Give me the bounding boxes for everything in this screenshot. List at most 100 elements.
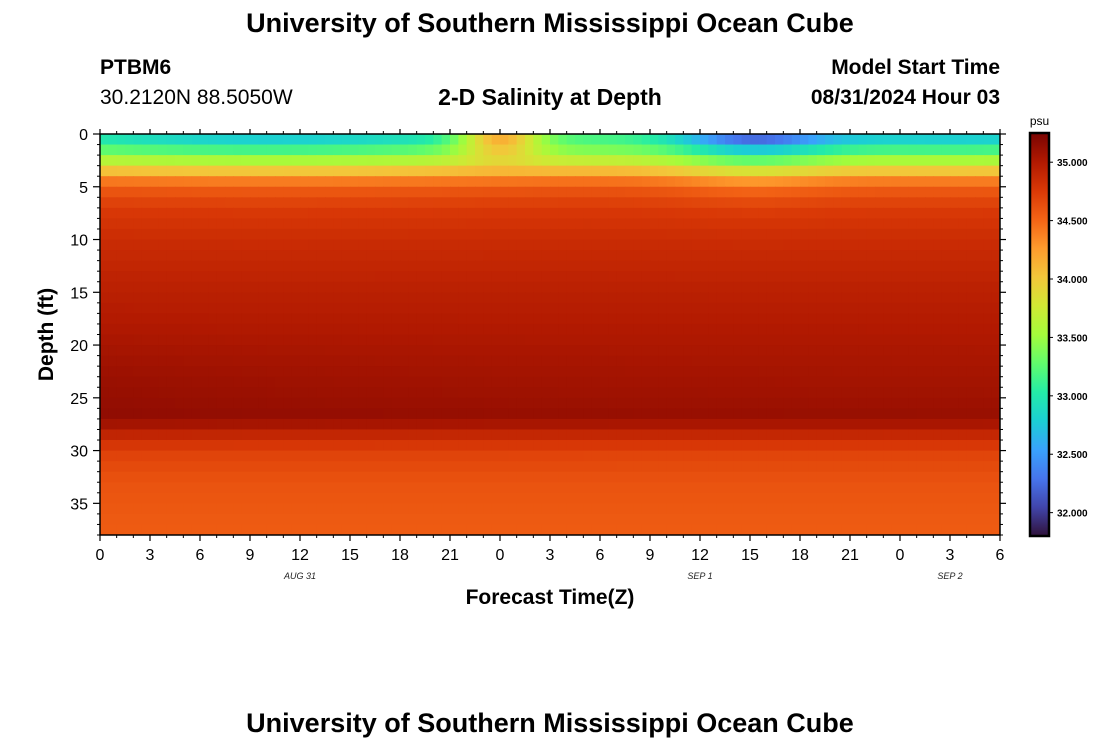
heatmap-cell xyxy=(400,313,409,325)
heatmap-cell xyxy=(275,207,284,220)
heatmap-cell xyxy=(775,440,784,452)
heatmap-cell xyxy=(391,492,401,504)
heatmap-cell xyxy=(458,323,468,336)
heatmap-cell xyxy=(833,155,843,167)
heatmap-cell xyxy=(175,165,184,177)
heatmap-cell xyxy=(558,397,568,409)
heatmap-cell xyxy=(741,366,751,378)
heatmap-cell xyxy=(458,334,468,346)
heatmap-cell xyxy=(458,313,468,325)
heatmap-cell xyxy=(675,302,684,314)
heatmap-cell xyxy=(900,418,909,431)
heatmap-cell xyxy=(425,334,434,346)
heatmap-cell xyxy=(508,397,518,409)
heatmap-cell xyxy=(466,461,476,473)
heatmap-cell xyxy=(100,228,109,241)
heatmap-cell xyxy=(533,197,543,209)
heatmap-cell xyxy=(125,207,134,220)
heatmap-cell xyxy=(733,218,743,230)
heatmap-cell xyxy=(383,471,393,483)
heatmap-cell xyxy=(866,376,876,388)
heatmap-cell xyxy=(308,176,318,188)
heatmap-cell xyxy=(575,418,584,431)
heatmap-cell xyxy=(691,228,701,241)
heatmap-cell xyxy=(258,302,268,314)
heatmap-cell xyxy=(758,397,768,409)
heatmap-cell xyxy=(808,134,818,146)
heatmap-cell xyxy=(383,503,393,515)
heatmap-cell xyxy=(941,239,951,251)
heatmap-cell xyxy=(291,366,301,378)
heatmap-cell xyxy=(691,176,701,188)
heatmap-cell xyxy=(333,218,343,230)
heatmap-cell xyxy=(100,334,109,346)
heatmap-cell xyxy=(816,355,826,367)
heatmap-cell xyxy=(750,218,759,230)
heatmap-cell xyxy=(650,429,659,441)
heatmap-cell xyxy=(550,376,559,388)
heatmap-cell xyxy=(375,218,384,230)
heatmap-cell xyxy=(175,292,184,304)
heatmap-cell xyxy=(833,345,843,357)
heatmap-cell xyxy=(650,408,659,420)
heatmap-cell xyxy=(183,334,193,346)
heatmap-cell xyxy=(408,503,418,515)
heatmap-cell xyxy=(191,461,201,473)
heatmap-cell xyxy=(841,418,851,431)
heatmap-cell xyxy=(491,471,501,483)
heatmap-cell xyxy=(775,165,784,177)
heatmap-cell xyxy=(791,207,801,220)
heatmap-cell xyxy=(400,482,409,494)
heatmap-cell xyxy=(216,334,226,346)
heatmap-cell xyxy=(875,250,884,262)
heatmap-cell xyxy=(975,250,984,262)
heatmap-cell xyxy=(200,176,209,188)
heatmap-cell xyxy=(691,429,701,441)
heatmap-cell xyxy=(150,165,159,177)
heatmap-cell xyxy=(541,397,551,409)
heatmap-cell xyxy=(608,281,618,293)
heatmap-cell xyxy=(850,313,859,325)
heatmap-cell xyxy=(250,271,259,283)
heatmap-cell xyxy=(633,440,643,452)
heatmap-cell xyxy=(475,281,484,293)
heatmap-cell xyxy=(916,176,926,188)
heatmap-cell xyxy=(416,482,426,494)
heatmap-cell xyxy=(891,144,901,156)
heatmap-cell xyxy=(125,355,134,367)
heatmap-cell xyxy=(325,482,334,494)
heatmap-cell xyxy=(975,239,984,251)
heatmap-cell xyxy=(833,524,843,535)
heatmap-cell xyxy=(416,450,426,462)
heatmap-cell xyxy=(458,513,468,526)
heatmap-cell xyxy=(383,302,393,314)
heatmap-cell xyxy=(433,323,443,336)
heatmap-cell xyxy=(808,292,818,304)
heatmap-cell xyxy=(458,461,468,473)
heatmap-cell xyxy=(400,408,409,420)
heatmap-cell xyxy=(150,144,159,156)
heatmap-cell xyxy=(258,450,268,462)
heatmap-cell xyxy=(741,376,751,388)
heatmap-cell xyxy=(958,239,968,251)
heatmap-cell xyxy=(400,228,409,241)
heatmap-cell xyxy=(600,144,609,156)
heatmap-cell xyxy=(341,144,351,156)
heatmap-cell xyxy=(491,513,501,526)
heatmap-cell xyxy=(683,228,693,241)
x-tick-label: 3 xyxy=(546,547,555,564)
heatmap-cell xyxy=(308,376,318,388)
heatmap-cell xyxy=(625,387,634,399)
heatmap-cell xyxy=(133,134,143,146)
heatmap-cell xyxy=(350,429,359,441)
heatmap-cell xyxy=(975,366,984,378)
heatmap-cell xyxy=(908,250,918,262)
heatmap-cell xyxy=(875,450,884,462)
heatmap-cell xyxy=(916,165,926,177)
heatmap-cell xyxy=(916,387,926,399)
heatmap-cell xyxy=(433,134,443,146)
heatmap-cell xyxy=(933,207,943,220)
heatmap-cell xyxy=(191,471,201,483)
heatmap-cell xyxy=(508,207,518,220)
heatmap-cell xyxy=(641,471,651,483)
